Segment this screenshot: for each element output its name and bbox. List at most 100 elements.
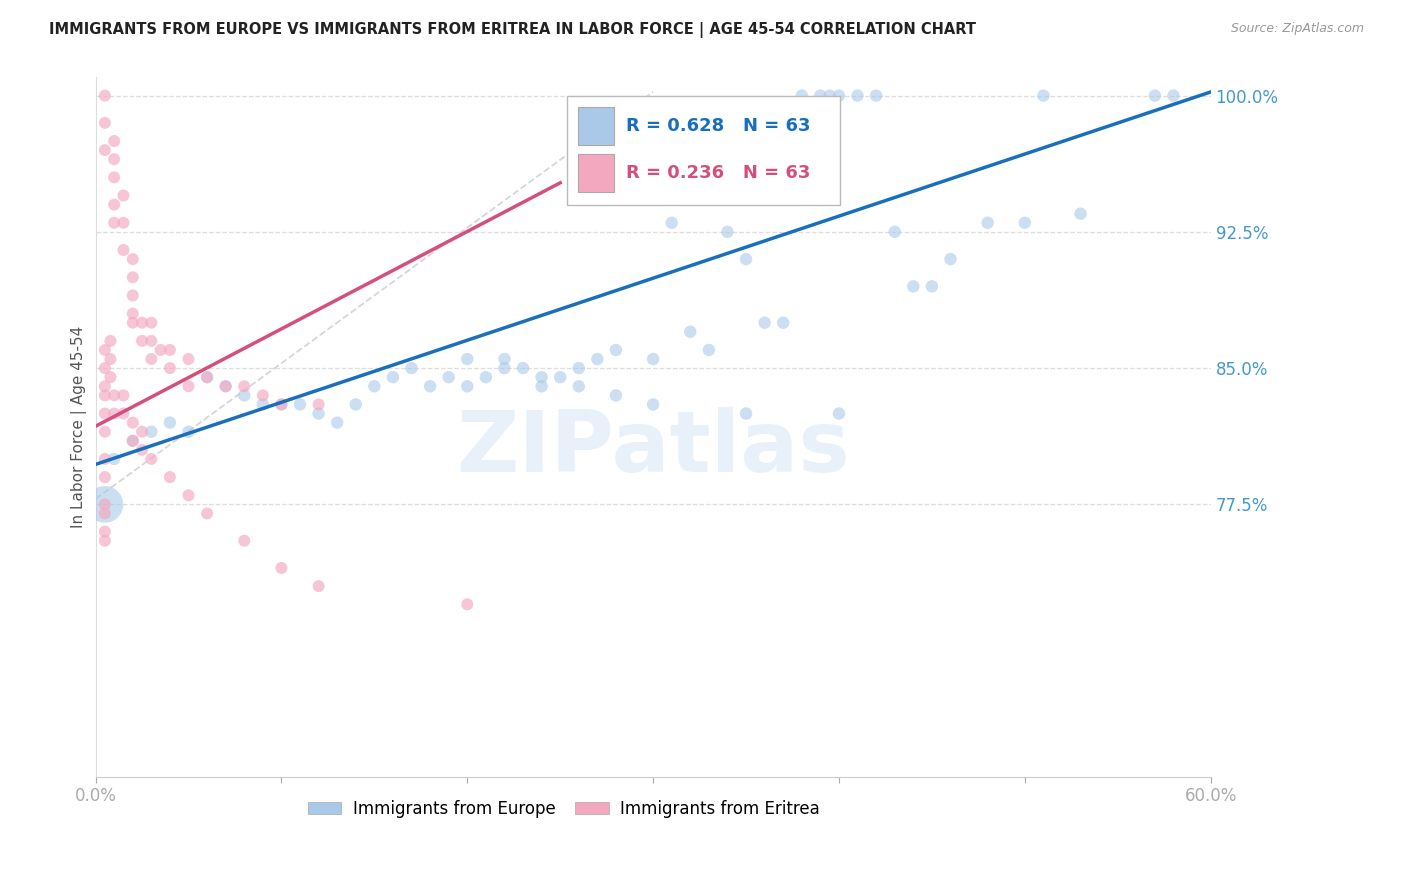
Point [1032, 88, 1054, 103]
Point [121, 252, 143, 266]
Point [121, 434, 143, 448]
Text: Source: ZipAtlas.com: Source: ZipAtlas.com [1230, 22, 1364, 36]
Point [103, 152, 125, 166]
Point [131, 316, 153, 330]
Point [494, 351, 516, 366]
Point [419, 379, 441, 393]
Point [94, 524, 117, 539]
Point [112, 388, 135, 402]
Point [215, 379, 238, 393]
Point [270, 397, 292, 411]
Point [976, 216, 998, 230]
Point [735, 407, 758, 421]
Point [103, 452, 125, 467]
Point [643, 397, 665, 411]
Point [159, 361, 181, 376]
Point [697, 343, 720, 357]
Text: R = 0.628   N = 63: R = 0.628 N = 63 [626, 117, 811, 135]
Point [883, 225, 905, 239]
Point [252, 397, 274, 411]
Point [177, 425, 200, 439]
Point [818, 88, 841, 103]
Point [103, 407, 125, 421]
Point [121, 434, 143, 448]
Point [159, 470, 181, 484]
Point [270, 397, 292, 411]
Point [94, 379, 117, 393]
Point [141, 425, 163, 439]
Point [679, 325, 702, 339]
Point [131, 334, 153, 348]
Point [141, 334, 163, 348]
Point [141, 452, 163, 467]
Bar [578, 153, 614, 192]
Point [195, 370, 218, 384]
Point [475, 370, 498, 384]
Point [131, 425, 153, 439]
Point [159, 416, 181, 430]
Point [308, 579, 330, 593]
Point [112, 243, 135, 257]
Point [921, 279, 943, 293]
Point [149, 343, 172, 357]
Point [828, 88, 851, 103]
Point [233, 379, 256, 393]
Point [121, 270, 143, 285]
Point [381, 370, 404, 384]
Point [605, 388, 627, 402]
Point [437, 370, 460, 384]
Point [586, 351, 609, 366]
Point [790, 88, 813, 103]
Text: ZIPatlas: ZIPatlas [456, 407, 851, 490]
Point [94, 88, 117, 103]
Bar [567, 96, 841, 205]
Point [828, 407, 851, 421]
Point [456, 379, 478, 393]
Point [568, 361, 591, 376]
Point [112, 216, 135, 230]
Point [568, 379, 591, 393]
Point [94, 497, 117, 511]
Bar [578, 107, 614, 145]
Point [103, 197, 125, 211]
Point [308, 397, 330, 411]
Point [308, 407, 330, 421]
Point [131, 442, 153, 457]
Point [103, 170, 125, 185]
Point [344, 397, 367, 411]
Point [94, 388, 117, 402]
Point [94, 116, 117, 130]
Point [177, 488, 200, 502]
Point [195, 507, 218, 521]
Point [252, 388, 274, 402]
Point [1163, 88, 1185, 103]
Point [1143, 88, 1166, 103]
Point [177, 351, 200, 366]
Y-axis label: In Labor Force | Age 45-54: In Labor Force | Age 45-54 [72, 326, 87, 528]
Point [112, 188, 135, 202]
Text: IMMIGRANTS FROM EUROPE VS IMMIGRANTS FROM ERITREA IN LABOR FORCE | AGE 45-54 COR: IMMIGRANTS FROM EUROPE VS IMMIGRANTS FRO… [49, 22, 976, 38]
Point [939, 252, 962, 266]
Point [94, 407, 117, 421]
Point [195, 370, 218, 384]
Point [735, 252, 758, 266]
Point [494, 361, 516, 376]
Point [94, 343, 117, 357]
Point [121, 316, 143, 330]
Point [716, 225, 738, 239]
Point [548, 370, 571, 384]
Point [401, 361, 423, 376]
Point [1014, 216, 1036, 230]
Point [94, 497, 117, 511]
Point [456, 351, 478, 366]
Point [100, 370, 122, 384]
Point [100, 334, 122, 348]
Point [94, 143, 117, 157]
Point [456, 597, 478, 611]
Point [270, 561, 292, 575]
Point [233, 533, 256, 548]
Point [903, 279, 925, 293]
Point [215, 379, 238, 393]
Text: R = 0.236   N = 63: R = 0.236 N = 63 [626, 163, 811, 182]
Point [121, 288, 143, 302]
